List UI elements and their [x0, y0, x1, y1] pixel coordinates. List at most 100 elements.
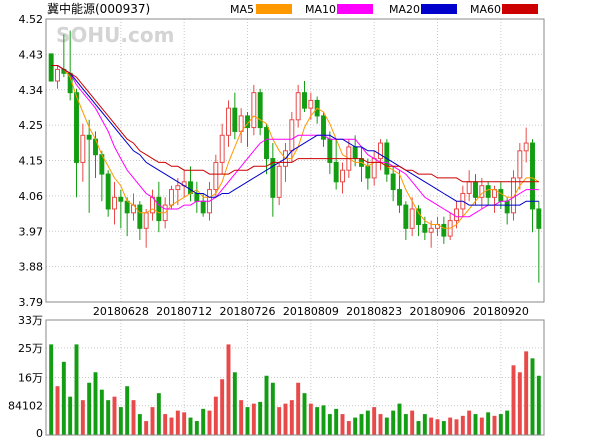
candle-body-up: [371, 158, 377, 179]
volume-bar: [441, 421, 446, 435]
volume-bar: [245, 407, 250, 435]
candle-body-down: [333, 161, 339, 183]
volume-bar: [144, 421, 149, 435]
candle-body-up: [276, 165, 282, 198]
candle-body-up: [251, 92, 257, 129]
volume-tick-label: 25万: [18, 342, 43, 355]
ma-line-ma10: [51, 65, 539, 218]
volume-bar: [340, 414, 345, 435]
volume-bar: [422, 414, 427, 435]
volume-bar: [201, 408, 206, 435]
volume-bar: [454, 419, 459, 435]
legend-label-ma60: MA60: [470, 3, 501, 16]
volume-panel-frame: [45, 319, 545, 436]
candle-body-down: [397, 189, 402, 206]
volume-grid: [46, 347, 544, 407]
volume-bar: [182, 412, 187, 435]
volume-bar: [365, 410, 370, 435]
price-tick-label: 4.34: [19, 84, 44, 97]
date-tick-label: 20180809: [283, 305, 339, 318]
date-tick-label: 20180712: [156, 305, 212, 318]
volume-bar: [156, 393, 161, 435]
volume-bar: [61, 361, 66, 435]
candle-body-up: [175, 185, 181, 191]
price-tick-label: 3.97: [19, 225, 44, 238]
candle-body-down: [321, 115, 326, 140]
volume-bar: [169, 417, 174, 435]
volume-tick-label: 16万: [18, 372, 43, 385]
volume-bar: [498, 414, 503, 435]
volume-bar: [460, 415, 465, 435]
volume-bar: [49, 344, 54, 435]
candle-body-up: [454, 208, 459, 222]
volume-bar: [435, 419, 440, 435]
volume-tick-label: 84102: [8, 400, 43, 413]
volume-bar: [384, 417, 389, 435]
candle-body-up: [409, 208, 415, 229]
candle-body-up: [378, 142, 383, 160]
candle-body-up: [226, 107, 231, 136]
legend-swatch-ma60: [502, 4, 538, 14]
volume-tick-label: 33万: [18, 314, 43, 327]
candle-body-down: [498, 189, 504, 202]
date-tick-label: 20180628: [93, 305, 149, 318]
candle-body-down: [390, 173, 396, 191]
volume-bar: [334, 408, 339, 435]
legend-label-ma20: MA20: [389, 3, 420, 16]
volume-bar: [315, 407, 320, 435]
volume-bar: [118, 407, 123, 435]
date-x-axis: 20180628 20180712 20180726 20180809 20180823…: [93, 305, 529, 318]
price-tick-label: 4.43: [19, 48, 44, 61]
price-tick-label: 4.15: [19, 155, 44, 168]
candle-body-up: [213, 161, 219, 191]
volume-bar: [93, 372, 98, 435]
volume-bar: [296, 382, 301, 435]
volume-bar: [391, 410, 396, 435]
volume-bar: [175, 410, 180, 435]
volume-bar: [207, 410, 212, 435]
volume-bar: [131, 400, 136, 435]
ma-line-ma60: [51, 65, 539, 183]
chart-title: 冀中能源(000937): [47, 1, 150, 16]
price-tick-label: 4.25: [19, 119, 44, 132]
volume-bar: [188, 417, 193, 435]
volume-bar: [448, 417, 453, 435]
candlestick-series: [48, 30, 542, 283]
ma-line-ma20: [51, 65, 539, 206]
candle-body-down: [403, 204, 409, 229]
volume-bar: [410, 410, 415, 435]
volume-bar: [530, 358, 535, 435]
volume-bar: [137, 414, 142, 435]
candle-body-down: [48, 53, 54, 82]
date-tick-label: 20180823: [346, 305, 402, 318]
volume-bar: [270, 382, 275, 435]
volume-bar: [163, 414, 168, 435]
volume-y-axis: 33万 25万 16万 84102 0: [8, 314, 43, 440]
price-tick-label: 4.06: [19, 190, 44, 203]
volume-bar: [492, 415, 497, 435]
candle-body-down: [536, 208, 542, 229]
candle-body-down: [504, 200, 510, 214]
candle-body-up: [511, 177, 516, 214]
volume-bar-series: [49, 344, 541, 435]
volume-bar: [511, 365, 516, 435]
volume-bar: [283, 403, 288, 435]
volume-bar: [486, 412, 491, 435]
date-tick-label: 20180906: [410, 305, 466, 318]
volume-bar: [226, 344, 231, 435]
volume-bar: [429, 417, 434, 435]
candle-body-up: [479, 185, 485, 198]
ma-legend: MA5 MA10 MA20 MA60: [230, 3, 538, 16]
candle-body-down: [257, 92, 263, 129]
volume-bar: [397, 403, 402, 435]
candle-body-up: [340, 169, 345, 183]
candle-body-down: [270, 158, 276, 198]
volume-bar: [80, 400, 85, 435]
volume-bar: [416, 421, 421, 435]
volume-bar: [473, 414, 478, 435]
candle-body-up: [523, 142, 529, 152]
candle-body-down: [105, 173, 111, 210]
price-y-axis: 4.52 4.43 4.34 4.25 4.15 4.06 3.97 3.88 3.79: [19, 13, 44, 309]
candle-body-down: [485, 185, 491, 198]
candle-body-down: [365, 165, 371, 179]
